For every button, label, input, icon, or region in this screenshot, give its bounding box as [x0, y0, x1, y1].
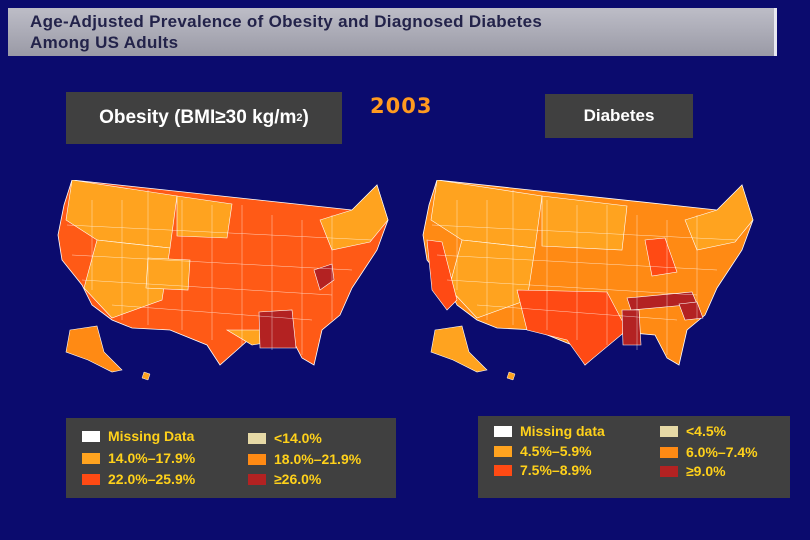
legend-item: <14.0%: [248, 430, 322, 446]
legend-item: ≥26.0%: [248, 471, 321, 487]
diabetes-map: [422, 180, 754, 381]
obesity-label-text: Obesity (BMI≥30 kg/m: [99, 107, 297, 128]
state-grid-lines: [66, 190, 373, 355]
alaska: [65, 325, 123, 373]
obesity-legend: Missing Data 14.0%–17.9% 22.0%–25.9% <14…: [66, 418, 396, 498]
legend-swatch: [248, 453, 266, 465]
legend-item: 4.5%–5.9%: [494, 443, 592, 459]
alaska: [430, 325, 488, 373]
legend-text: ≥26.0%: [274, 471, 322, 487]
legend-swatch: [82, 430, 100, 442]
legend-text: 14.0%–17.9%: [108, 450, 196, 466]
legend-item: 18.0%–21.9%: [248, 451, 361, 467]
legend-text: 4.5%–5.9%: [520, 443, 592, 459]
legend-swatch: [494, 464, 512, 476]
legend-item: Missing Data: [82, 428, 194, 444]
title-bar: Age-Adjusted Prevalence of Obesity and D…: [8, 8, 777, 56]
legend-item: 6.0%–7.4%: [660, 444, 758, 460]
legend-swatch: [82, 473, 100, 485]
legend-swatch: [494, 425, 512, 437]
diabetes-legend: Missing data 4.5%–5.9% 7.5%–8.9% <4.5% 6…: [478, 416, 790, 498]
legend-text: <4.5%: [686, 423, 727, 439]
legend-swatch: [660, 465, 678, 477]
legend-text: 22.0%–25.9%: [108, 471, 196, 487]
obesity-label-sup: 2: [296, 112, 303, 124]
legend-swatch: [248, 432, 266, 444]
legend-text: 6.0%–7.4%: [686, 444, 758, 460]
obesity-label-end: ): [302, 107, 309, 128]
state-california: [426, 239, 458, 311]
legend-swatch: [660, 446, 678, 458]
state-regions: [430, 180, 754, 319]
year-label: 2003: [370, 94, 433, 118]
legend-item: <4.5%: [660, 423, 726, 439]
title-line-2: Among US Adults: [30, 33, 179, 52]
legend-text: 18.0%–21.9%: [274, 451, 362, 467]
legend-swatch: [494, 445, 512, 457]
state-west-virginia: [313, 263, 335, 291]
legend-swatch: [82, 452, 100, 464]
obesity-label: Obesity (BMI≥30 kg/m 2): [66, 92, 342, 144]
obesity-map: [57, 180, 389, 381]
state-mississippi-alabama: [258, 309, 297, 349]
legend-swatch: [248, 473, 266, 485]
state-colorado: [145, 257, 191, 291]
legend-text: <14.0%: [274, 430, 322, 446]
legend-text: Missing Data: [108, 428, 195, 444]
diabetes-label: Diabetes: [545, 94, 693, 138]
legend-item: 7.5%–8.9%: [494, 462, 592, 478]
legend-item: ≥9.0%: [660, 463, 726, 479]
state-group-high: [516, 289, 628, 366]
legend-swatch: [660, 425, 678, 437]
hawaii: [141, 371, 151, 381]
legend-text: Missing data: [520, 423, 605, 439]
state-grid-lines: [431, 190, 738, 355]
legend-text: ≥9.0%: [686, 463, 726, 479]
hawaii: [506, 371, 516, 381]
legend-text: 7.5%–8.9%: [520, 462, 592, 478]
title-line-1: Age-Adjusted Prevalence of Obesity and D…: [30, 12, 543, 31]
legend-item: 22.0%–25.9%: [82, 471, 195, 487]
state-mississippi: [621, 309, 642, 346]
legend-item: 14.0%–17.9%: [82, 450, 195, 466]
legend-item: Missing data: [494, 423, 605, 439]
